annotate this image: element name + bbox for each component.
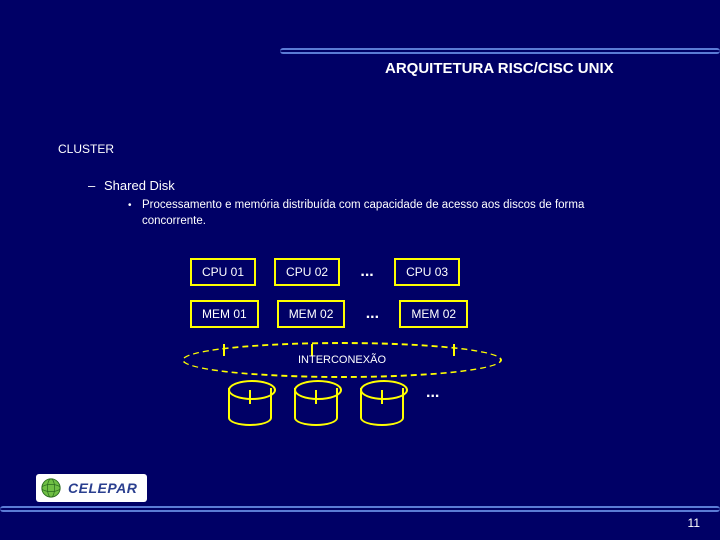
footer-logo: CELEPAR (36, 474, 147, 502)
mem-box: MEM 02 (277, 300, 346, 328)
ellipsis: ... (363, 305, 381, 323)
ellipsis: ... (358, 263, 376, 281)
globe-icon (40, 477, 62, 499)
cpu-box: CPU 02 (274, 258, 340, 286)
mem-box: MEM 01 (190, 300, 259, 328)
disk-icon (294, 388, 338, 426)
cpu-box: CPU 01 (190, 258, 256, 286)
cpu-row: CPU 01 CPU 02 ... CPU 03 (190, 258, 530, 286)
mem-box: MEM 02 (399, 300, 468, 328)
bullet-level2: Processamento e memória distribuída com … (142, 198, 642, 229)
footer-rule (0, 506, 720, 512)
section-label: CLUSTER (58, 142, 114, 156)
page-number: 11 (688, 516, 700, 530)
page-title: ARQUITETURA RISC/CISC UNIX (385, 60, 614, 77)
mem-row: MEM 01 MEM 02 ... MEM 02 (190, 300, 530, 328)
disk-icon (360, 388, 404, 426)
header-rule (280, 48, 720, 54)
cpu-box: CPU 03 (394, 258, 460, 286)
architecture-diagram: CPU 01 CPU 02 ... CPU 03 MEM 01 MEM 02 .… (190, 258, 530, 426)
bullet-level1: Shared Disk (104, 178, 175, 193)
logo-text: CELEPAR (68, 480, 137, 496)
slide: ARQUITETURA RISC/CISC UNIX CLUSTER Share… (0, 0, 720, 540)
interconnect-oval: INTERCONEXÃO (182, 342, 502, 378)
disk-icon (228, 388, 272, 426)
interconnect: INTERCONEXÃO (182, 342, 502, 378)
